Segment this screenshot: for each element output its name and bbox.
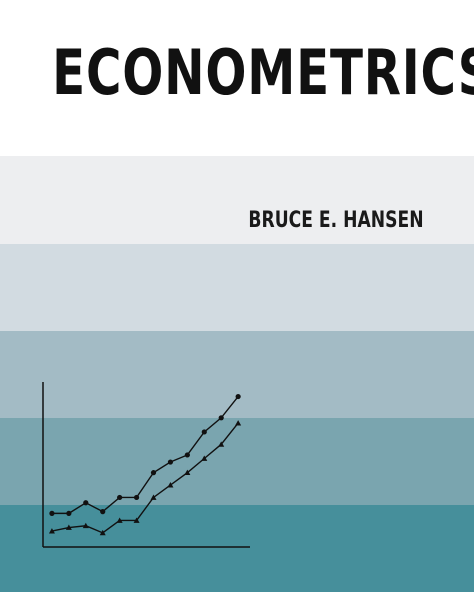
series-2-point-3	[82, 522, 89, 529]
series-2-point-2	[65, 524, 72, 530]
series-2-point-12	[235, 420, 242, 426]
cover-band-1	[0, 0, 474, 156]
cover-band-4	[0, 331, 474, 418]
series-2-point-4	[99, 529, 106, 536]
series-2-line	[51, 422, 239, 534]
series-2-point-1	[48, 528, 55, 534]
series-1-point-6	[133, 494, 140, 501]
series-1-point-12	[235, 393, 241, 400]
series-1-point-8	[167, 459, 174, 465]
cover-band-3	[0, 244, 474, 331]
series-1-point-4	[100, 509, 106, 515]
book-title: ECONOMETRICS	[52, 36, 474, 109]
series-1-point-3	[83, 500, 89, 506]
series-1-point-7	[150, 470, 157, 476]
series-2-point-5	[116, 517, 123, 523]
chart-series-layer	[48, 393, 242, 536]
series-2-point-11	[218, 441, 225, 447]
series-1-point-9	[184, 452, 190, 458]
series-1-point-11	[218, 415, 224, 421]
cover-band-5	[0, 418, 474, 505]
series-1-line	[51, 396, 239, 515]
series-2-point-10	[201, 455, 208, 461]
series-1-point-10	[201, 429, 207, 435]
series-2-point-7	[150, 494, 157, 500]
series-1-point-1	[49, 510, 55, 516]
series-2-point-9	[184, 469, 191, 476]
cover-band-2	[0, 156, 474, 244]
series-2-point-8	[167, 482, 174, 488]
book-author: BRUCE E. HANSEN	[248, 208, 424, 233]
series-1-point-2	[66, 510, 72, 516]
series-1-point-5	[117, 494, 123, 501]
series-2-point-6	[133, 517, 140, 523]
cover-band-6	[0, 505, 474, 592]
